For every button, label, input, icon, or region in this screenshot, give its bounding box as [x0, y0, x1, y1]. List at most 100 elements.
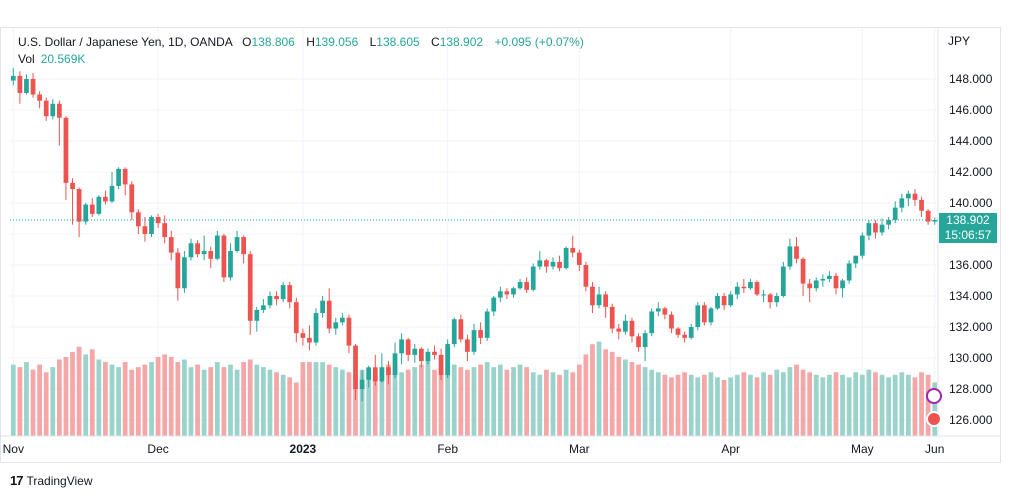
candle-body: [853, 255, 859, 264]
volume-bar: [63, 356, 69, 436]
tradingview-brand[interactable]: 17 TradingView: [10, 473, 93, 488]
candle-body: [820, 278, 826, 281]
volume-bar: [359, 369, 365, 436]
volume-bar: [168, 356, 174, 436]
candle-body: [682, 334, 687, 338]
symbol-legend[interactable]: U.S. Dollar / Japanese Yen, 1D, OANDA O1…: [18, 35, 592, 49]
candle-body: [800, 258, 806, 284]
candle-body: [590, 286, 595, 306]
candle-body: [372, 367, 378, 382]
symbol-title[interactable]: U.S. Dollar / Japanese Yen, 1D, OANDA: [18, 35, 233, 49]
candles: [10, 68, 938, 402]
volume-bar: [563, 369, 569, 436]
candle-body: [478, 330, 483, 338]
volume-bar: [807, 372, 813, 436]
candle-body: [333, 322, 339, 329]
candle-body: [109, 185, 115, 202]
volume-bar: [30, 369, 36, 436]
chart-frame[interactable]: [0, 27, 1001, 463]
volume-bar: [530, 372, 536, 436]
candle-body: [859, 235, 865, 256]
candle-body: [339, 317, 345, 323]
volume-bar: [228, 364, 233, 436]
candle-body: [76, 189, 82, 222]
candle-body: [346, 317, 352, 346]
candle-body: [537, 260, 543, 267]
candle-body: [313, 313, 319, 343]
volume-bar: [754, 377, 760, 436]
volume-bar: [695, 377, 701, 436]
volume-bar: [478, 364, 483, 436]
volume-bar: [307, 362, 312, 436]
time-tick-label: Jun: [925, 442, 944, 456]
price-tick-label: 144.000: [949, 134, 993, 148]
candle-body: [636, 336, 641, 348]
volume-bar: [458, 367, 464, 436]
candle-body: [438, 354, 444, 376]
volume-bar: [603, 349, 609, 436]
candle-body: [715, 296, 720, 309]
candle-body: [386, 367, 391, 376]
candle-body: [24, 79, 29, 93]
candle-body: [866, 223, 872, 236]
price-tick-label: 130.000: [949, 351, 993, 365]
volume-bar: [623, 359, 628, 436]
candle-body: [83, 204, 89, 222]
volume-bar: [636, 364, 641, 436]
price-tick-label: 140.000: [949, 196, 993, 210]
candle-body: [241, 237, 247, 255]
candle-body: [767, 294, 773, 303]
volume-legend[interactable]: Vol 20.569K: [18, 52, 85, 66]
high-key: H: [306, 35, 315, 49]
volume-bar: [800, 369, 806, 436]
candle-body: [583, 265, 589, 287]
candle-body: [359, 379, 365, 389]
candle-body: [603, 294, 609, 307]
candle-body: [774, 296, 780, 303]
volume-bar: [715, 377, 720, 436]
open-value: 138.806: [251, 35, 295, 49]
volume-bar: [537, 374, 543, 436]
time-tick-label: Nov: [3, 442, 24, 456]
volume-bar: [43, 372, 49, 436]
volume-bar: [616, 356, 622, 436]
volume-bar: [655, 372, 661, 436]
volume-label[interactable]: Vol: [18, 52, 35, 66]
volume-bar: [24, 362, 29, 436]
calendar-flag-icon[interactable]: [926, 411, 942, 427]
volume-bar: [879, 374, 885, 436]
volume-bar: [629, 362, 635, 436]
volume-bar: [919, 372, 924, 436]
price-tick-label: 136.000: [949, 258, 993, 272]
brand-name: TradingView: [26, 473, 93, 488]
volume-bar: [550, 372, 556, 436]
time-axis[interactable]: Nov Dec 2023 Feb Mar Apr May Jun: [1, 435, 1000, 456]
candle-body: [886, 220, 892, 225]
candle-body: [761, 294, 766, 296]
candle-body: [919, 199, 924, 211]
candle-body: [609, 306, 615, 329]
price-tick-label: 148.000: [949, 72, 993, 86]
candle-body: [214, 235, 220, 259]
candle-body: [708, 308, 714, 323]
candle-body: [557, 261, 562, 269]
volume-bar: [392, 367, 398, 436]
volume-bar: [609, 351, 615, 436]
currency-label[interactable]: JPY: [948, 34, 971, 48]
candle-body: [642, 333, 648, 348]
volume-bar: [741, 372, 747, 436]
candle-body: [182, 257, 187, 289]
lightning-icon[interactable]: [926, 388, 942, 404]
close-key: C: [431, 35, 440, 49]
candle-body: [280, 285, 286, 300]
volume-bar: [899, 372, 905, 436]
candle-body: [267, 296, 273, 306]
candle-body: [135, 212, 141, 227]
candle-body: [155, 216, 161, 224]
volume-bar: [247, 359, 253, 436]
volume-bar: [669, 377, 674, 436]
candle-body: [899, 198, 905, 208]
volume-bar: [109, 364, 115, 436]
volume-bar: [682, 372, 687, 436]
